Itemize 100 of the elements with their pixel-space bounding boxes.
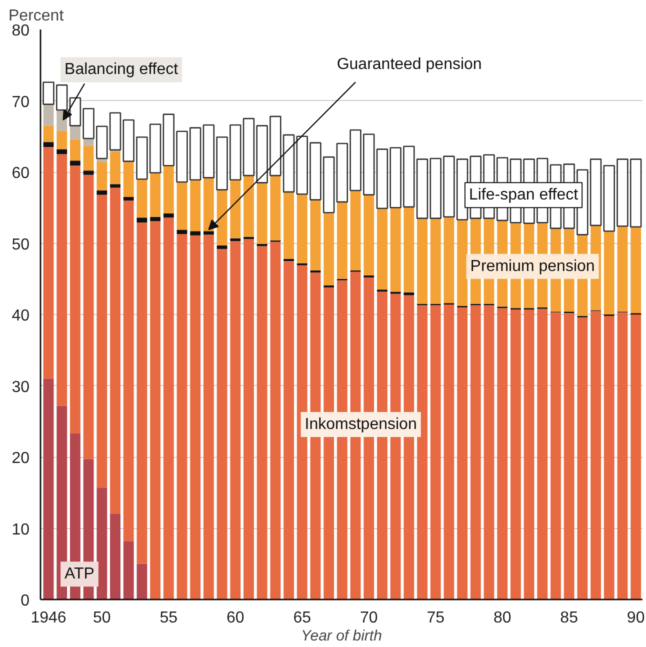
x-tick-label: 60 — [226, 610, 244, 626]
bar — [377, 208, 388, 290]
bar — [110, 188, 120, 514]
bar — [256, 182, 268, 244]
bar — [136, 218, 148, 223]
bar — [70, 126, 80, 140]
bar — [203, 234, 214, 600]
text: Guaranteed pension — [336, 56, 482, 74]
bar — [123, 200, 134, 542]
bar — [96, 190, 108, 195]
bar — [43, 142, 54, 148]
bar — [216, 190, 228, 246]
bar — [296, 265, 308, 600]
bar — [444, 304, 454, 600]
bar — [524, 310, 534, 600]
bar — [96, 488, 108, 600]
bar — [163, 218, 174, 600]
y-tick-label: 70 — [12, 94, 30, 111]
bar — [110, 514, 120, 600]
y-tick-label: 80 — [12, 22, 30, 40]
bar — [484, 305, 494, 600]
x-tick-label: 80 — [493, 610, 512, 626]
bar — [630, 314, 642, 600]
y-tick-label: 50 — [12, 236, 30, 254]
bar — [270, 176, 281, 240]
series-label: Premium pension — [470, 258, 595, 275]
bar — [136, 179, 148, 218]
bar — [550, 312, 561, 600]
bar — [510, 310, 521, 600]
y-tick-label: 30 — [12, 378, 30, 396]
bar — [564, 313, 574, 600]
bar — [150, 216, 160, 222]
x-tick-label: 55 — [160, 610, 178, 626]
bar — [457, 220, 468, 306]
bar — [284, 192, 294, 259]
bar — [176, 182, 188, 230]
bar — [96, 194, 108, 488]
bar — [83, 174, 94, 460]
bar — [83, 138, 94, 146]
x-tick-label: 75 — [426, 610, 445, 626]
x-tick-label: 1946 — [30, 610, 66, 626]
bar — [163, 213, 174, 218]
bar — [617, 226, 628, 312]
bar — [190, 180, 201, 232]
bar — [43, 104, 54, 126]
bar — [96, 162, 108, 191]
series-label: ATP — [64, 566, 94, 583]
y-tick-label: 10 — [12, 521, 30, 538]
y-tick-label: 40 — [12, 308, 30, 324]
bar — [123, 196, 134, 200]
bar — [470, 305, 481, 600]
bar — [110, 184, 120, 188]
bar — [110, 152, 120, 184]
x-tick-label: 70 — [360, 610, 378, 626]
bar — [216, 248, 228, 600]
series-label: Life-span effect — [468, 186, 579, 204]
bar — [83, 170, 94, 175]
series-label: Balancing effect — [64, 61, 179, 78]
bar — [56, 149, 68, 154]
bar — [617, 312, 628, 600]
bar — [444, 216, 454, 304]
bar — [390, 208, 401, 292]
bar — [244, 176, 254, 237]
bar — [457, 307, 468, 600]
bar — [336, 202, 348, 279]
bar — [43, 147, 54, 379]
y-tick-label: 20 — [12, 450, 30, 467]
bar — [296, 194, 308, 264]
bar — [537, 308, 548, 600]
bar — [176, 234, 188, 600]
bar — [256, 246, 268, 600]
bar — [230, 241, 241, 600]
bar — [136, 564, 148, 600]
bar — [404, 292, 414, 296]
series-label: Inkomstpension — [304, 416, 417, 434]
bar — [83, 146, 94, 171]
bar — [216, 245, 228, 249]
bar — [190, 235, 201, 600]
bar — [244, 238, 254, 600]
bar — [270, 242, 281, 600]
bar — [150, 221, 160, 600]
bar — [150, 172, 160, 217]
bar — [230, 180, 241, 238]
x-tick-label: 50 — [93, 610, 111, 626]
bar — [163, 166, 174, 214]
x-tick-label: 85 — [560, 610, 578, 626]
bar — [577, 317, 588, 600]
bar — [497, 308, 508, 600]
bar — [430, 218, 441, 304]
bar — [590, 310, 601, 600]
y-axis-title: Percent — [8, 8, 64, 24]
bar — [70, 166, 80, 434]
bar — [604, 316, 614, 600]
bar — [430, 305, 441, 600]
bar — [324, 212, 334, 286]
bar — [284, 261, 294, 600]
bar — [364, 194, 374, 276]
x-tick-label: 90 — [626, 610, 645, 626]
bar — [56, 130, 68, 150]
bar — [190, 231, 201, 236]
